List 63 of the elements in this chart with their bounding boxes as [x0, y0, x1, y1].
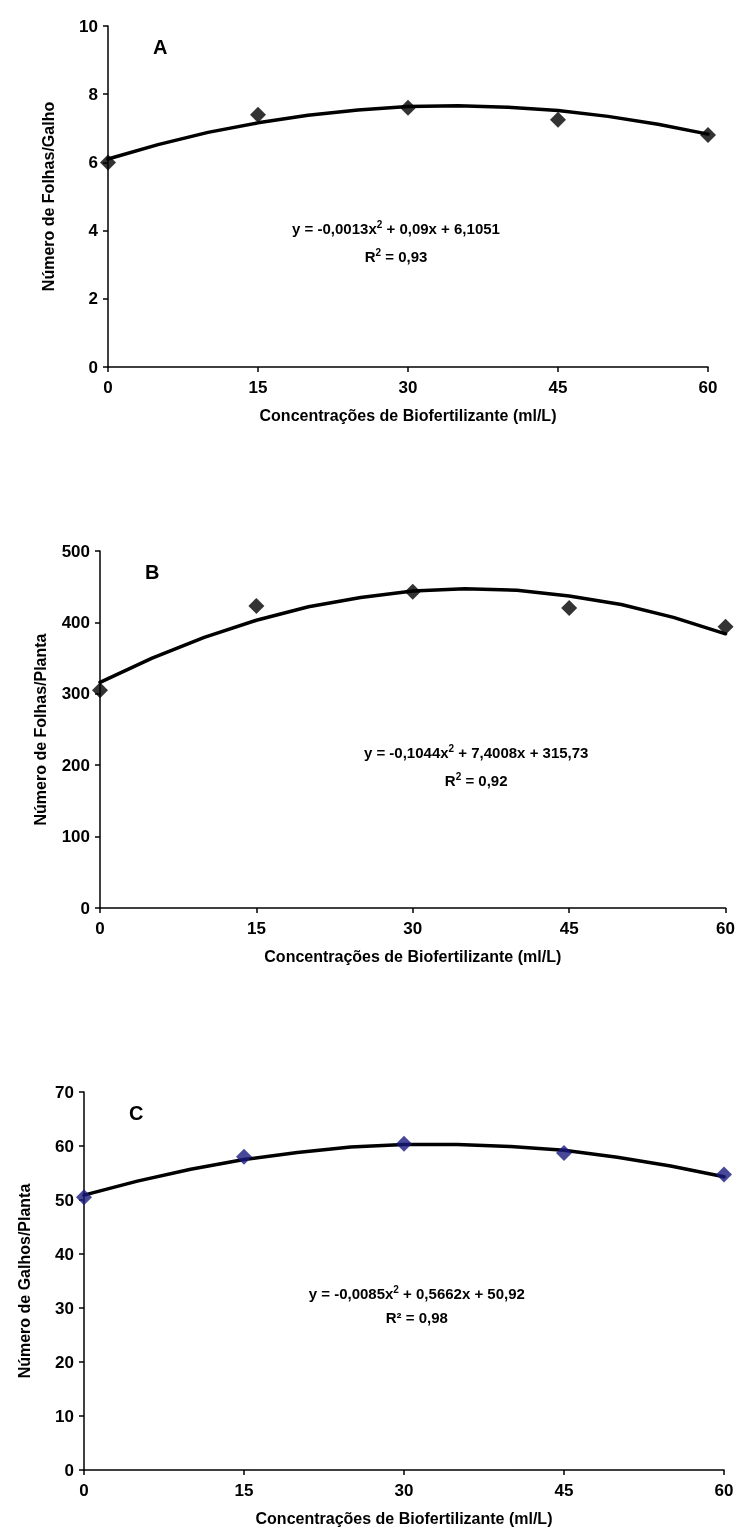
y-tick-label: 30 — [55, 1298, 74, 1318]
point — [100, 154, 116, 171]
y-tick-label: 2 — [88, 289, 98, 309]
y-axis-title: Número de Galhos/Planta — [15, 1183, 33, 1379]
point — [550, 111, 566, 128]
y-tick-label: 0 — [80, 898, 90, 918]
annotation: y = -0,0013x$^{2}$ + 0,09x + 6,1051 — [292, 218, 500, 237]
y-tick-label: 10 — [79, 16, 98, 36]
annotation: R² = 0,98 — [385, 1308, 448, 1326]
x-tick-label: 30 — [398, 378, 418, 397]
annotation: y = -0,0085x$^{2}$ + 0,5662x + 50,92 — [308, 1283, 525, 1302]
y-tick-label: 60 — [55, 1136, 74, 1156]
y-tick-label: 40 — [55, 1244, 74, 1264]
point — [717, 618, 734, 635]
y-tick-label: 400 — [61, 612, 90, 632]
y-tick-label: 200 — [61, 755, 90, 775]
point — [561, 600, 578, 617]
point — [92, 682, 108, 699]
y-axis-title: Número de Folhas/Planta — [31, 633, 49, 826]
point — [700, 127, 716, 144]
y-tick-label: 70 — [55, 1082, 74, 1102]
x-axis-title: Concentrações de Biofertilizante (ml/L) — [255, 1509, 553, 1527]
y-tick-label: 6 — [88, 152, 98, 172]
y-tick-label: 300 — [61, 684, 90, 704]
x-tick-label: 45 — [554, 1481, 574, 1500]
y-tick-label: 0 — [88, 357, 98, 377]
point — [76, 1189, 92, 1206]
y-tick-label: 50 — [55, 1190, 74, 1210]
x-tick-label: 30 — [403, 919, 423, 938]
x-tick-label: 0 — [103, 378, 113, 397]
point — [400, 99, 416, 116]
annotation: R$^{2}$ = 0,93 — [364, 246, 428, 265]
x-tick-label: 45 — [548, 378, 568, 397]
x-tick-label: 15 — [234, 1481, 254, 1500]
x-tick-label: 60 — [716, 919, 736, 938]
y-axis-title: Número de Folhas/Galho — [39, 101, 57, 292]
text: A — [153, 36, 168, 58]
x-tick-label: 45 — [559, 919, 579, 938]
x-tick-label: 60 — [698, 378, 718, 397]
y-tick-label: 100 — [61, 827, 90, 847]
y-tick-label: 500 — [61, 541, 90, 561]
point — [236, 1148, 252, 1165]
text: C — [129, 1102, 144, 1124]
point — [404, 583, 421, 600]
text: B — [145, 561, 160, 583]
x-axis-title: Concentrações de Biofertilizante (ml/L) — [259, 406, 557, 424]
point — [396, 1135, 412, 1152]
x-tick-label: 60 — [714, 1481, 734, 1500]
annotation: R$^{2}$ = 0,92 — [444, 771, 508, 790]
x-axis-title: Concentrações de Biofertilizante (ml/L) — [264, 947, 562, 965]
x-tick-label: 15 — [248, 378, 268, 397]
annotation: y = -0,1044x$^{2}$ + 7,4008x + 315,73 — [363, 743, 589, 762]
x-tick-label: 30 — [394, 1481, 414, 1500]
point — [556, 1145, 572, 1162]
point — [248, 597, 265, 614]
y-tick-label: 0 — [64, 1460, 74, 1480]
point — [716, 1166, 732, 1183]
y-tick-label: 20 — [55, 1352, 74, 1372]
y-tick-label: 4 — [88, 221, 99, 241]
x-tick-label: 15 — [246, 919, 266, 938]
y-tick-label: 10 — [55, 1406, 74, 1426]
y-tick-label: 8 — [88, 84, 98, 104]
point — [250, 106, 266, 123]
